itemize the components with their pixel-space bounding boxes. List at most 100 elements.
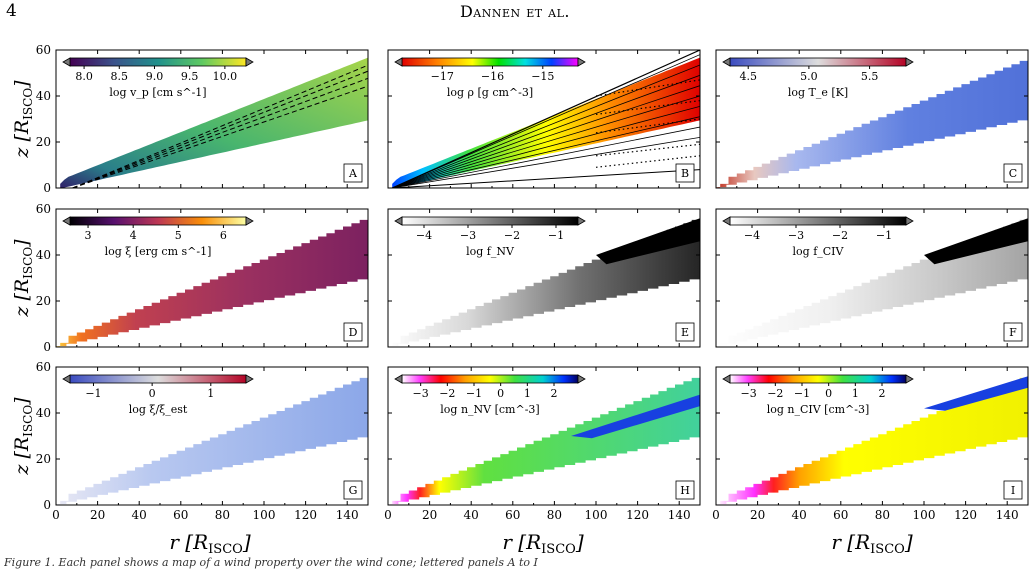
streamline xyxy=(392,116,700,188)
colorbar-tick-label: 4 xyxy=(130,229,137,242)
colorbar-tick-label: −3 xyxy=(413,387,429,400)
colorbar-tick-label: −2 xyxy=(767,387,783,400)
colorbar-tick-label: −3 xyxy=(460,229,476,242)
colorbar-max-arrow xyxy=(905,57,914,67)
colorbar-min-arrow xyxy=(394,57,403,67)
colorbar-A xyxy=(69,57,247,67)
x-tick-label: 0 xyxy=(52,508,60,522)
x-tick-label: 80 xyxy=(875,508,890,522)
wind-region-E xyxy=(388,216,700,347)
x-axis-label-3: r [RISCO] xyxy=(831,530,912,557)
colorbar-label-E: log f_NV xyxy=(466,245,515,258)
y-tick-label: 0 xyxy=(43,340,51,354)
colorbar-D xyxy=(69,216,247,226)
colorbar-tick-label: 5.0 xyxy=(800,70,818,83)
colorbar-tick-label: −1 xyxy=(548,229,564,242)
colorbar-min-arrow xyxy=(722,374,731,384)
colorbar-min-arrow xyxy=(62,216,71,226)
colorbar-tick-label: −3 xyxy=(788,229,804,242)
colorbar-tick-label: 2 xyxy=(551,387,558,400)
y-tick-label: 0 xyxy=(43,498,51,512)
colorbar-E xyxy=(401,216,579,226)
y-tick-label: 40 xyxy=(36,89,51,103)
colorbar-tick-label: 10.0 xyxy=(213,70,238,83)
x-tick-label: 40 xyxy=(132,508,147,522)
streamline xyxy=(392,105,700,188)
y-axis-label: z [RISCO] xyxy=(11,397,35,476)
colorbar-max-arrow xyxy=(245,374,254,384)
streamline xyxy=(392,74,700,188)
panel-letter-box xyxy=(343,322,363,342)
colorbar-max-arrow xyxy=(577,57,586,67)
colorbar-tick-label: −4 xyxy=(744,229,760,242)
x-tick-label: 140 xyxy=(996,508,1019,522)
colorbar-max-arrow xyxy=(577,216,586,226)
wind-region-H xyxy=(388,374,700,505)
colorbar-tick-label: −1 xyxy=(85,387,101,400)
colorbar-tick-label: 5 xyxy=(175,229,182,242)
axes-frame xyxy=(715,366,1029,506)
colorbar-max-arrow xyxy=(905,374,914,384)
colorbar-tick-label: 3 xyxy=(85,229,92,242)
x-tick-label: 140 xyxy=(336,508,359,522)
x-tick-label: 140 xyxy=(668,508,691,522)
panel-letter: I xyxy=(1011,484,1015,497)
colorbar-tick-label: 9.0 xyxy=(146,70,164,83)
y-tick-label: 60 xyxy=(36,360,51,374)
colorbar-tick-label: 1 xyxy=(207,387,214,400)
figure-caption: Figure 1. Each panel shows a map of a wi… xyxy=(4,556,538,569)
running-head: Dannen et al. xyxy=(459,2,571,21)
panel-letter: F xyxy=(1009,326,1017,339)
colorbar-tick-label: 6 xyxy=(220,229,227,242)
panel-D: 0 20 40 60 z [RISCO] 3 4 5 6 log ξ [erg cm s^-1] D xyxy=(11,202,369,354)
colorbar-tick-label: −17 xyxy=(431,70,454,83)
panel-letter-box xyxy=(675,322,695,342)
colorbar-tick-label: 1 xyxy=(524,387,531,400)
colorbar-I xyxy=(729,374,907,384)
y-tick-label: 40 xyxy=(36,406,51,420)
x-tick-label: 100 xyxy=(253,508,276,522)
colorbar-tick-label: −1 xyxy=(466,387,482,400)
colorbar-min-arrow xyxy=(394,374,403,384)
streamline xyxy=(392,85,700,188)
wind-region-G xyxy=(56,374,368,505)
y-tick-label: 20 xyxy=(36,294,51,308)
streamline xyxy=(392,126,700,188)
x-tick-label: 120 xyxy=(294,508,317,522)
streamline xyxy=(72,77,368,188)
axes-frame xyxy=(387,49,701,189)
colorbar-label-A: log v_p [cm s^-1] xyxy=(109,86,206,99)
colorbar-F xyxy=(729,216,907,226)
x-tick-label: 0 xyxy=(712,508,720,522)
colorbar-tick-label: −2 xyxy=(504,229,520,242)
colorbar-B xyxy=(401,57,579,67)
colorbar-max-arrow xyxy=(577,374,586,384)
panel-letter: G xyxy=(349,484,358,497)
colorbar-max-arrow xyxy=(905,216,914,226)
panel-F: −4 −3 −2 −1 log f_CIV F xyxy=(715,208,1029,348)
colorbar-max-arrow xyxy=(245,57,254,67)
streamline xyxy=(392,54,700,188)
wind-region-A xyxy=(60,57,368,188)
x-axis-label-1: r [RISCO] xyxy=(169,530,250,557)
wind-region-D xyxy=(56,216,368,347)
axes-frame xyxy=(387,208,701,348)
x-tick-label: 60 xyxy=(505,508,520,522)
panel-letter: B xyxy=(681,167,689,180)
y-axis-label: z [RISCO] xyxy=(11,80,35,159)
y-tick-label: 60 xyxy=(36,43,51,57)
colorbar-label-G: log ξ/ξ_est xyxy=(129,403,188,416)
panel-C: 4.5 5.0 5.5 log T_e [K] C xyxy=(715,49,1029,189)
streamline xyxy=(392,64,700,188)
colorbar-tick-label: 0 xyxy=(497,387,504,400)
axes-frame xyxy=(55,49,369,189)
x-tick-label: 80 xyxy=(547,508,562,522)
colorbar-tick-label: 5.5 xyxy=(861,70,879,83)
colorbar-tick-label: 0 xyxy=(825,387,832,400)
streamline xyxy=(72,85,368,188)
colorbar-label-B: log ρ [g cm^-3] xyxy=(447,86,533,99)
streamline xyxy=(72,64,368,188)
dark-band xyxy=(924,218,1028,265)
dense-band xyxy=(571,394,700,439)
colorbar-min-arrow xyxy=(62,57,71,67)
